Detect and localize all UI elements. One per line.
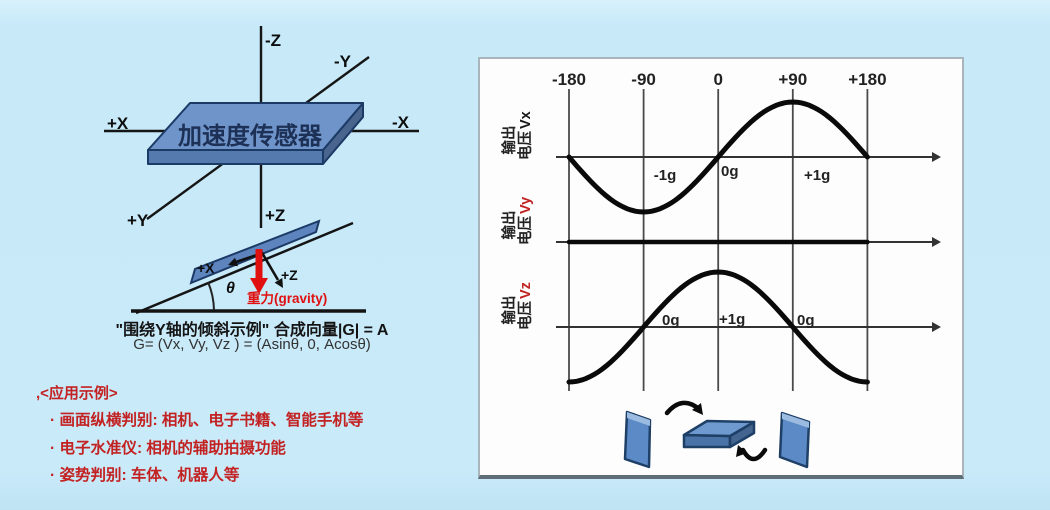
svg-text:输出: 输出 — [500, 126, 518, 155]
axis-label-neg-x: -X — [392, 113, 410, 132]
tilted-board — [189, 219, 321, 285]
application-item: · 姿势判别: 车体、机器人等 — [50, 467, 240, 484]
svg-text:Vx: Vx — [518, 111, 534, 129]
plate-highlight — [782, 413, 809, 428]
tilt-x-label: +X — [197, 260, 215, 276]
tilt-z-arrow — [259, 250, 280, 281]
sensor-board — [147, 102, 364, 165]
rotate-cw-arrow-icon — [664, 400, 702, 416]
sensor-board-label: 加速度传感器 — [178, 122, 323, 150]
tilt-z-label: +Z — [281, 267, 298, 283]
applications-header: ,<应用示例> — [36, 385, 118, 402]
svg-text:电压: 电压 — [516, 301, 534, 330]
application-item: · 画面纵横判别: 相机、电子书籍、智能手机等 — [50, 412, 364, 429]
tilt-formula: G= (Vx, Vy, Vz ) = (Asinθ, 0, Acosθ) — [133, 336, 371, 353]
x-tick-label: 0 — [713, 70, 722, 89]
svg-text:Vy: Vy — [518, 197, 534, 214]
axis-label-neg-y: -Y — [334, 52, 352, 71]
tilt-z-arrowhead — [274, 278, 283, 288]
application-item: · 电子水准仪: 相机的辅助拍摄功能 — [50, 440, 286, 457]
tilt-x-arrowhead — [228, 257, 238, 267]
svg-text:电压: 电压 — [516, 216, 534, 245]
axis-label-pos-y: +Y — [127, 211, 149, 230]
x-tick-label: -180 — [552, 70, 586, 89]
rotate-ccw-arrowhead — [736, 445, 747, 457]
tilt-diagram: +X +Z θ 重力(gravity) — [131, 219, 366, 315]
g-label: 0g — [662, 312, 680, 329]
g-label: +1g — [804, 167, 830, 184]
axis-label-pos-z: +Z — [265, 206, 285, 225]
plate-highlight — [627, 412, 650, 426]
incline-line — [135, 221, 354, 315]
board-front-face — [147, 149, 324, 165]
axis-label-pos-x: +X — [107, 114, 129, 133]
sensor-diagrams: 加速度传感器 -Z -Y +X -X +Y +Z +X +Z — [104, 26, 419, 315]
gravity-label: 重力(gravity) — [247, 290, 327, 306]
g-label: +1g — [719, 311, 745, 328]
tilt-caption: "围绕Y轴的倾斜示例" 合成向量|G| = A — [115, 322, 389, 339]
flat-plate-icon — [682, 419, 756, 438]
vy-axis-label: 输出 电压 Vy — [500, 197, 534, 245]
axis-arrowheads — [932, 152, 941, 332]
svg-text:输出: 输出 — [500, 296, 518, 325]
x-tick-label: -90 — [631, 70, 656, 89]
g-label: 0g — [721, 163, 739, 180]
svg-text:输出: 输出 — [500, 211, 518, 240]
theta-label: θ — [226, 280, 235, 297]
vx-curve — [566, 99, 870, 215]
x-tick-label: +90 — [778, 70, 807, 89]
waveform-charts: -180 -90 0 +90 +180 — [500, 70, 941, 469]
x-tick-label: +180 — [848, 70, 886, 89]
vx-axis-label: 输出 电压 Vx — [500, 111, 534, 160]
waveform-panel: -180 -90 0 +90 +180 — [478, 57, 964, 479]
gravity-arrowhead — [250, 278, 268, 294]
axis-label-neg-z: -Z — [265, 31, 281, 50]
g-label: -1g — [654, 167, 677, 184]
rotate-cw-arrowhead — [692, 403, 703, 415]
board-top-face — [147, 102, 364, 151]
vz-axis-label: 输出 电压 Vz — [500, 282, 534, 330]
g-label: 0g — [797, 312, 815, 329]
svg-text:电压: 电压 — [516, 131, 534, 160]
svg-text:Vz: Vz — [518, 282, 534, 299]
rotate-ccw-arrow-icon — [740, 447, 768, 462]
vz-curve — [566, 269, 870, 385]
orientation-icons — [623, 400, 811, 469]
theta-arc — [207, 281, 215, 311]
